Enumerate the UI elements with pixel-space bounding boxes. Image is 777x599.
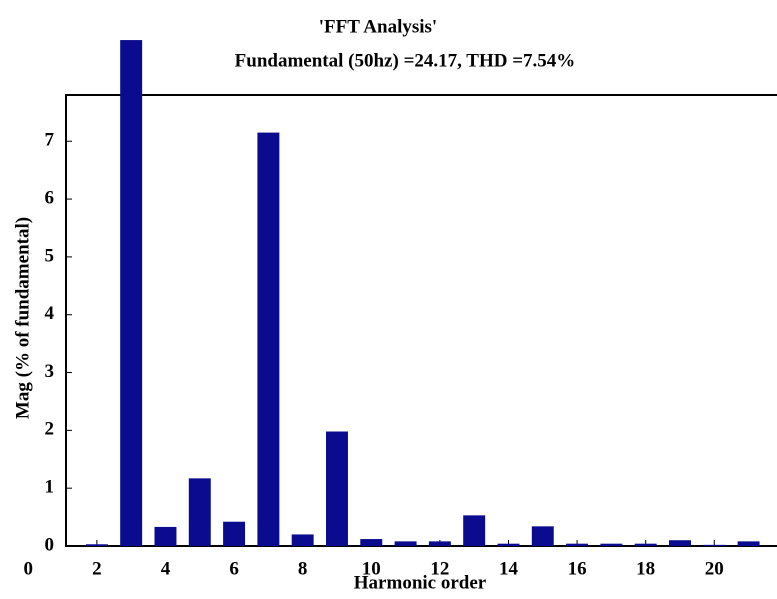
bar [634,543,657,546]
y-axis-label: Mag (% of fundamental) [12,217,33,419]
bar [463,515,486,546]
y-tick-label: 5 [45,245,55,266]
bar [257,132,280,547]
x-tick-label: 14 [499,558,519,579]
bar [428,541,451,546]
bar [497,543,520,546]
x-tick-label: 8 [298,558,308,579]
chart-title: 'FFT Analysis' [319,16,437,37]
bar [85,544,108,546]
bar [394,541,417,546]
y-tick-label: 2 [45,419,55,440]
y-tick-label: 6 [45,187,55,208]
bar [291,534,314,546]
plot-frame [65,94,777,547]
x-tick-label: 6 [229,558,239,579]
x-axis-label: Harmonic order [354,572,487,593]
x-tick-label: 0 [24,558,34,579]
x-tick-label: 4 [161,558,171,579]
bar [326,431,348,546]
bar [703,544,726,546]
bar [600,543,623,546]
y-tick-label: 4 [45,303,55,324]
bar [154,526,177,546]
x-tick-label: 20 [705,558,724,579]
bar [188,478,211,546]
y-tick-label: 0 [45,534,55,555]
bar [120,40,143,546]
y-tick-label: 1 [45,477,55,498]
bar [669,540,691,546]
x-tick-label: 2 [92,558,102,579]
bar [360,539,383,546]
x-tick-label: 18 [636,558,655,579]
x-tick-label: 12 [430,558,449,579]
bar [531,526,554,546]
y-tick-label: 3 [45,361,55,382]
x-tick-label: 16 [568,558,587,579]
y-tick-label: 7 [45,130,55,151]
x-tick-label: 10 [362,558,381,579]
bar [566,543,589,546]
chart-subtitle: Fundamental (50hz) =24.17, THD =7.54% [235,50,576,71]
bar [737,541,760,546]
bar [223,521,246,546]
